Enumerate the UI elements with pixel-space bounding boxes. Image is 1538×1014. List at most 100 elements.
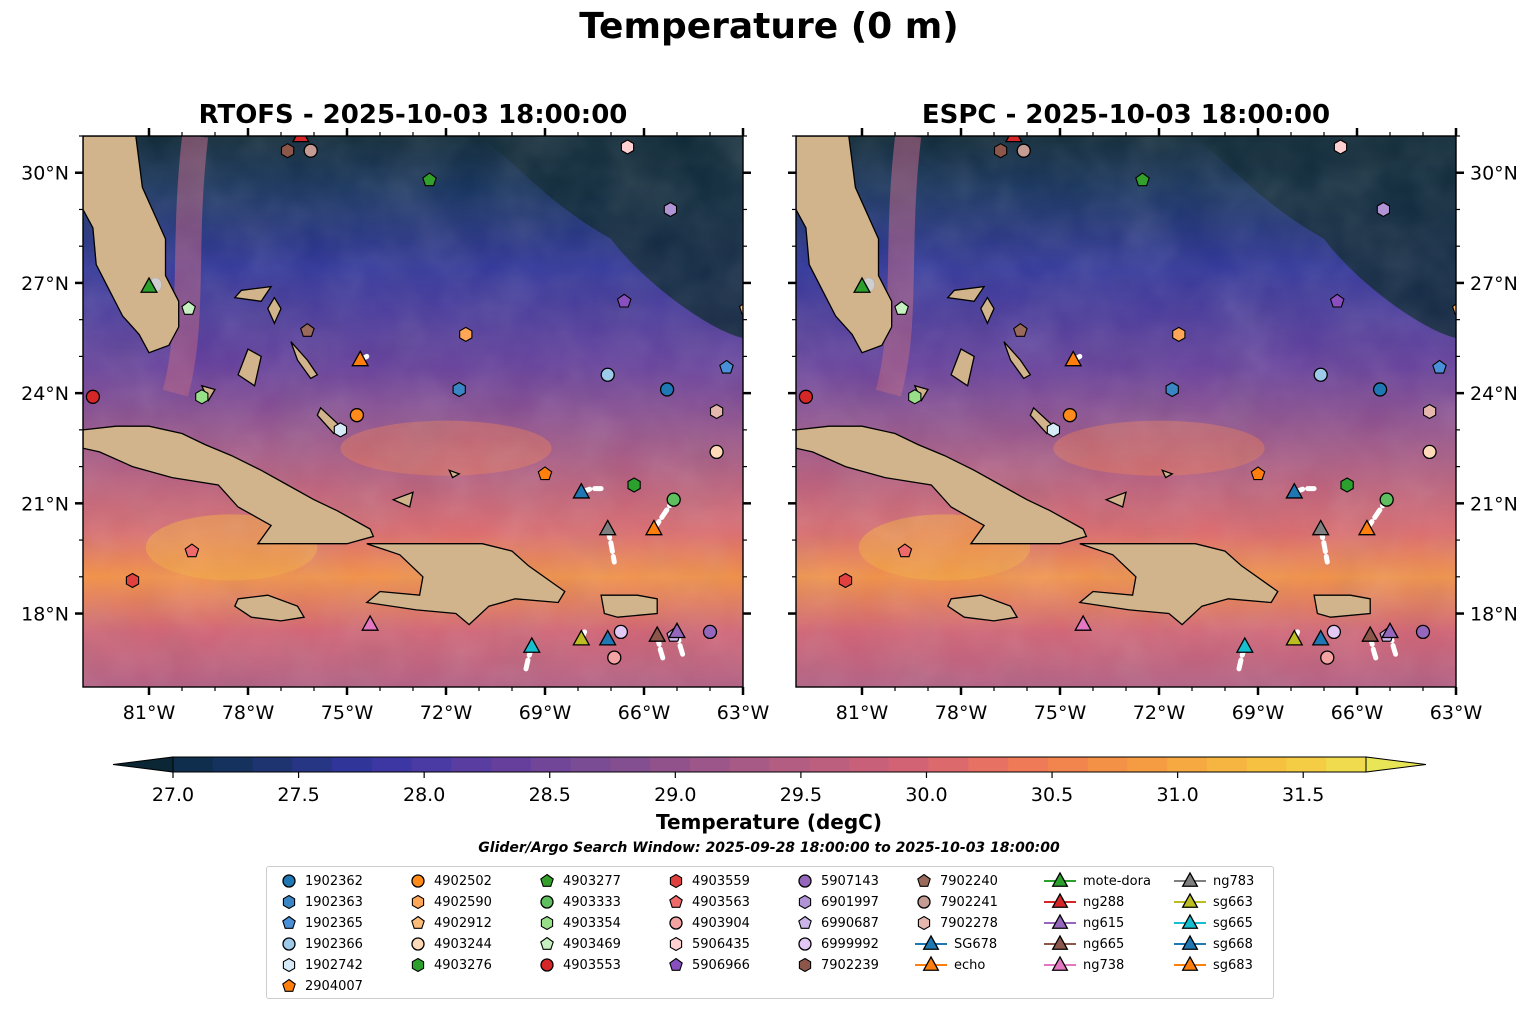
float-marker-4903563 [897,543,913,558]
legend-symbol-4902502 [411,874,425,888]
legend-label: SG678 [954,936,998,952]
colorbar-tick-label: 30.0 [905,784,947,806]
float-marker-4903559 [838,572,853,589]
legend-label: 1902363 [305,894,363,910]
legend-marker-ng288 [1044,892,1076,908]
legend-marker-SG678 [915,934,947,950]
legend-item-ng615: ng615 [1043,913,1124,933]
float-marker-4903277 [422,172,437,187]
float-marker-1902362 [659,382,675,397]
legend-label: mote-dora [1083,873,1151,889]
float-marker-5906435 [620,139,635,155]
colorbar-bin [928,757,969,772]
float-marker-5907143 [702,624,718,640]
legend-label: 4903563 [692,894,750,910]
legend-symbol-4903469 [540,936,554,950]
legend-symbol-1902742 [282,957,296,973]
legend-marker-4903904 [669,916,683,930]
legend-symbol-4903904 [669,916,683,930]
float-marker-4903277 [1135,172,1150,187]
legend-symbol-sg668 [1181,934,1199,950]
legend-symbol-4903553 [540,958,554,972]
legend-marker-4902590 [411,894,425,910]
legend-item-1902365: 1902365 [279,913,363,933]
legend-label: 4903277 [563,873,621,889]
legend-item-4903244: 4903244 [408,934,492,954]
y-tick-label: 24°N [21,383,69,405]
float-marker-2904007 [1250,466,1266,481]
float-marker-4903904 [607,650,622,665]
legend-label: 4903904 [692,915,750,931]
legend-symbol-4903354 [540,915,554,931]
figure-title: Temperature (0 m) [579,6,959,47]
legend-item-5906435: 5906435 [666,934,750,954]
float-marker-7902239 [993,143,1008,159]
colorbar-extend-high [1365,756,1427,773]
legend-marker-4903277 [540,873,554,887]
hispaniola-landmass [1078,543,1279,626]
legend-label: 4903553 [563,957,621,973]
colorbar: 27.0 27.5 28.0 28.5 29.0 29.5 30.0 30.5 31.0 31.5 [112,756,1427,806]
colorbar-extend-low [112,756,174,773]
puerto-rico-landmass [1313,594,1371,618]
legend-marker-7902239 [798,957,812,973]
legend-symbol-4902912 [411,915,425,929]
legend-symbol-6901997 [798,894,812,910]
legend-item-sg665: sg665 [1173,913,1253,933]
legend-symbol-SG678 [922,934,940,950]
legend-label: sg665 [1213,915,1253,931]
bahamas-island [1003,341,1032,380]
legend-symbol-5907143 [798,874,812,888]
float-marker-1902365 [719,359,734,374]
legend-item-4902502: 4902502 [408,871,492,891]
glider-marker-ng288 [1004,136,1023,143]
legend-marker-mote-dora [1044,871,1076,887]
bahamas-island [1161,469,1174,479]
legend-item-4903276: 4903276 [408,955,492,975]
legend-item-5907143: 5907143 [795,871,879,891]
legend-label: sg668 [1213,936,1253,952]
float-marker-5906966 [1329,293,1345,308]
glider-marker-ng738 [361,614,380,631]
legend-symbol-7902241 [917,895,931,909]
legend-symbol-1902366 [282,937,296,951]
glider-marker-sg663 [1285,629,1304,646]
float-marker-7902240 [1013,323,1028,337]
float-marker-4903244 [709,444,724,460]
x-tick-label: 66°W [618,702,671,724]
legend-marker-4903333 [540,895,554,909]
colorbar-bin [1286,757,1327,772]
float-marker-1902742 [333,422,348,438]
legend-label: 5906966 [692,957,750,973]
bahamas-island [946,285,986,303]
legend-item-4902590: 4902590 [408,892,492,912]
float-marker-4903244 [1422,444,1437,460]
float-marker-4902502 [1062,408,1078,423]
legend-label: 7902240 [940,873,998,889]
cuba-landmass [796,425,1088,545]
legend-item-4903563: 4903563 [666,892,750,912]
float-marker-1902742 [1046,422,1061,438]
colorbar-bin [1206,757,1248,772]
map-panel-rtofs: 81°W 78°W 75°W 72°W 69°W 66°W 63°W 18°N 21°N 24°N… [21,128,769,724]
legend-item-6901997: 6901997 [795,892,879,912]
legend-label: 6990687 [821,915,879,931]
y-tick-label: 21°N [1470,493,1518,515]
legend-marker-ng783 [1174,871,1206,887]
float-marker-4903563 [184,543,200,558]
legend-label: 4902912 [434,915,492,931]
legend-label: 4903559 [692,873,750,889]
legend-symbol-6990687 [798,915,812,929]
legend-item-5906966: 5906966 [666,955,750,975]
glider-marker-mote-dora [853,276,871,293]
legend-symbol-1902362 [282,874,296,888]
float-marker-4902590 [1172,326,1186,343]
float-marker-4903553 [85,389,101,404]
x-tick-label: 78°W [222,702,275,724]
legend-label: 5906435 [692,936,750,952]
legend-item-ng738: ng738 [1043,955,1124,975]
legend-marker-4903244 [411,937,425,951]
x-tick-label: 75°W [1034,702,1087,724]
y-tick-label: 27°N [1470,273,1518,295]
